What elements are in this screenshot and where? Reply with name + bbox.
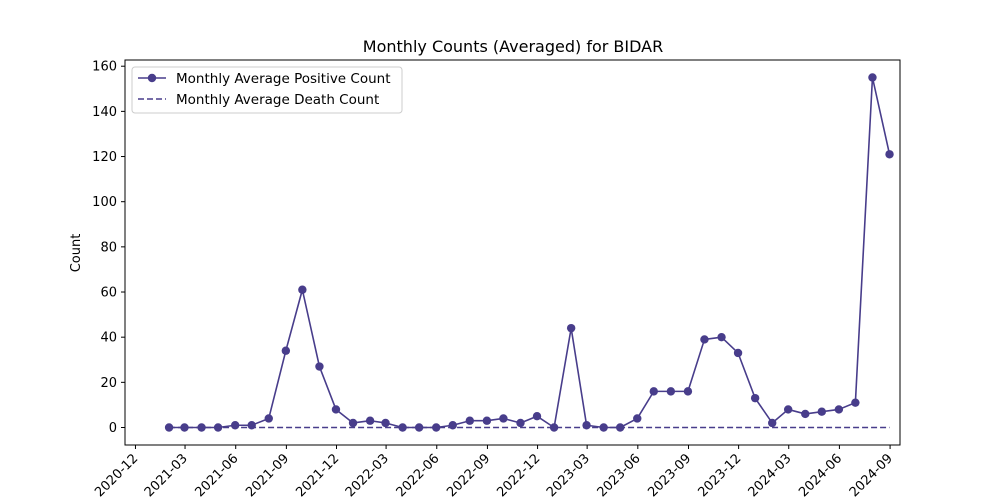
data-point: [331, 405, 341, 414]
x-tick-label-9: 2023-03: [544, 451, 593, 500]
data-point: [851, 398, 860, 407]
x-tick-label-1: 2021-03: [142, 451, 191, 500]
data-point: [834, 405, 844, 414]
legend-box: [131, 66, 403, 114]
series-line-0: [169, 76, 891, 429]
data-point: [768, 418, 777, 428]
data-point: [733, 348, 743, 358]
data-point: [885, 150, 894, 159]
data-point: [633, 414, 642, 423]
y-tick-label-5: 100: [92, 195, 117, 210]
x-tick-label-12: 2023-12: [695, 451, 744, 500]
y-tick-label-8: 160: [92, 60, 117, 75]
plot-frame: [124, 59, 901, 446]
data-point: [783, 405, 793, 414]
legend-marker-positive: [147, 73, 157, 83]
data-point: [750, 393, 760, 403]
data-point: [717, 332, 726, 342]
x-tick-label-6: 2022-06: [394, 451, 443, 500]
y-axis-label: Count: [69, 234, 84, 273]
data-point: [298, 285, 307, 294]
legend: Monthly Average Positive Count Monthly A…: [131, 66, 403, 114]
data-point: [264, 414, 273, 423]
x-tick-label-0: 2020-12: [92, 451, 141, 500]
x-tick-label-7: 2022-09: [444, 451, 493, 500]
y-tick-label-4: 80: [100, 240, 117, 255]
x-tick-label-5: 2022-03: [343, 451, 392, 500]
x-tick-label-8: 2022-12: [494, 451, 543, 500]
data-point: [381, 418, 390, 428]
data-point: [398, 423, 407, 432]
data-point: [432, 423, 441, 432]
data-point: [365, 416, 375, 425]
data-point: [817, 407, 826, 416]
data-point: [348, 418, 358, 428]
data-point: [482, 416, 492, 425]
data-point: [315, 362, 324, 371]
data-point: [801, 409, 810, 419]
x-tick-label-13: 2024-03: [746, 451, 795, 500]
x-tick-label-10: 2023-06: [595, 451, 644, 500]
y-tick-label-3: 60: [100, 286, 117, 301]
y-tick-label-6: 120: [92, 150, 117, 165]
x-tick-label-4: 2021-12: [293, 451, 342, 500]
data-point: [868, 73, 877, 82]
x-tick-label-11: 2023-09: [645, 451, 694, 500]
y-tick-label-7: 140: [92, 105, 117, 120]
data-point: [281, 346, 291, 355]
y-tick-label-0: 0: [109, 421, 117, 436]
y-tick-label-1: 20: [100, 376, 117, 391]
data-point: [649, 387, 658, 396]
legend-label-positive: Monthly Average Positive Count: [176, 71, 391, 87]
data-point: [566, 323, 576, 333]
legend-label-death: Monthly Average Death Count: [176, 92, 379, 108]
data-point: [465, 416, 475, 425]
chart-title: Monthly Counts (Averaged) for BIDAR: [363, 37, 663, 56]
data-point: [499, 414, 508, 423]
data-point: [700, 335, 709, 344]
y-tick-label-2: 40: [100, 331, 117, 346]
data-point: [532, 412, 542, 421]
data-point: [516, 418, 525, 428]
data-point: [666, 387, 676, 396]
data-point: [414, 423, 424, 432]
x-tick-label-2: 2021-06: [193, 451, 242, 500]
data-point: [549, 423, 559, 432]
x-tick-label-14: 2024-06: [796, 451, 845, 500]
data-point: [180, 423, 189, 432]
x-tick-label-3: 2021-09: [243, 451, 292, 500]
data-point: [683, 387, 693, 396]
x-tick-label-15: 2024-09: [847, 451, 896, 500]
